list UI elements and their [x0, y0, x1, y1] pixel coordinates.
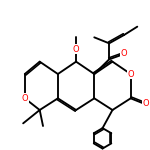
Text: O: O — [143, 99, 149, 108]
Text: O: O — [21, 94, 28, 103]
Text: O: O — [73, 45, 79, 54]
Text: O: O — [121, 50, 127, 58]
Text: O: O — [127, 69, 134, 78]
